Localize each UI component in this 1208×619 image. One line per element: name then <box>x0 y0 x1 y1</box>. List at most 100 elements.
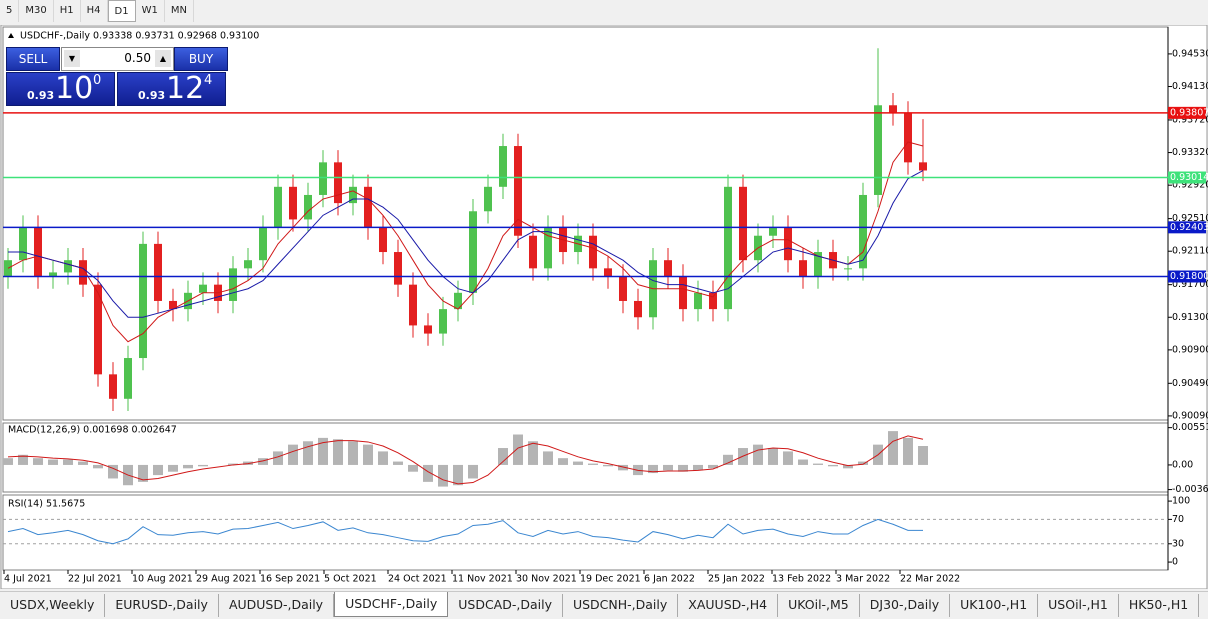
macd-bar <box>468 464 478 479</box>
macd-bar <box>333 439 343 465</box>
lot-down[interactable]: ▼ <box>64 50 80 67</box>
candle-body <box>109 374 117 399</box>
macd-signal <box>7 435 924 485</box>
macd-bar <box>93 464 103 469</box>
candle-body <box>259 227 267 261</box>
price-sup: 4 <box>204 73 213 88</box>
chart-tab[interactable]: UKOil-,M5 <box>778 594 860 617</box>
price-level-label: 0.93014 <box>1170 172 1208 183</box>
candle-body <box>799 260 807 277</box>
price-level-tag <box>1168 106 1206 119</box>
macd-bar <box>453 464 463 486</box>
chart-tab[interactable]: DJ30-,Daily <box>860 594 951 617</box>
chart-tab[interactable]: EURUSD-,Daily <box>105 594 219 617</box>
chart-tab[interactable]: HK50-,H1 <box>1119 594 1200 617</box>
macd-bar <box>903 437 913 465</box>
candle-body <box>454 292 462 310</box>
timeframe-button[interactable]: H4 <box>81 0 108 22</box>
chart: USDCHF-,Daily 0.93338 0.93731 0.92968 0.… <box>0 25 1208 589</box>
y-tick-label: 0.90490 <box>1172 378 1208 389</box>
candle-body <box>814 252 822 277</box>
x-tick-label: 10 Aug 2021 <box>132 574 193 585</box>
macd-bar <box>918 446 928 465</box>
buy-price[interactable]: 0.93 12 4 <box>117 71 226 106</box>
lot-value: 0.50 <box>124 51 151 65</box>
candle-body <box>664 260 672 277</box>
timeframe-button[interactable]: W1 <box>136 0 165 22</box>
sell-price[interactable]: 0.93 10 0 <box>6 71 115 106</box>
x-tick-label: 16 Sep 2021 <box>260 574 320 585</box>
x-tick-label: 30 Nov 2021 <box>516 574 577 585</box>
buy-button[interactable]: BUY <box>174 47 228 71</box>
candle-body <box>289 186 297 220</box>
candle-body <box>349 186 357 204</box>
candle-body <box>544 227 552 269</box>
y-tick-label: 0.00 <box>1172 459 1193 470</box>
candle-body <box>514 146 522 236</box>
lot-up[interactable]: ▲ <box>155 50 171 67</box>
x-tick-label: 3 Mar 2022 <box>836 574 890 585</box>
timeframe-button[interactable]: D1 <box>107 0 136 22</box>
macd-bar <box>318 437 328 465</box>
candle-body <box>679 276 687 310</box>
macd-bar <box>618 464 628 471</box>
timeframe-button[interactable]: MN <box>165 0 194 22</box>
x-tick-label: 25 Jan 2022 <box>708 574 765 585</box>
price-level-label: 0.91800 <box>1170 271 1208 282</box>
candle-body <box>859 194 867 269</box>
macd-bar <box>168 464 178 472</box>
candle-body <box>844 268 852 270</box>
chart-tab[interactable]: USDCHF-,Daily <box>334 592 449 617</box>
macd-bar <box>603 464 613 467</box>
y-tick-label: 0.92110 <box>1172 246 1208 257</box>
macd-bar <box>33 458 43 465</box>
macd-bar <box>723 454 733 465</box>
chart-tab[interactable]: USDCNH-,Daily <box>563 594 679 617</box>
lot-box[interactable]: ▼ 0.50 ▲ <box>61 47 174 71</box>
x-tick-label: 13 Feb 2022 <box>772 574 831 585</box>
chart-tab[interactable]: USDX,Weekly <box>0 594 106 617</box>
macd-bar <box>678 464 688 472</box>
candle-body <box>124 358 132 399</box>
y-tick-label: 0.94530 <box>1172 48 1208 59</box>
macd-bar <box>258 458 268 465</box>
candle-body <box>34 227 42 277</box>
one-click-trading: SELL ▼ 0.50 ▲ BUY 0.93 10 0 0.93 12 4 <box>6 47 228 106</box>
macd-bar <box>858 461 868 465</box>
candle-body <box>709 292 717 310</box>
candle-body <box>874 105 882 195</box>
x-tick-label: 29 Aug 2021 <box>196 574 257 585</box>
chart-tabs: USDX,Weekly EURUSD-,Daily AUDUSD-,Daily USD… <box>0 591 1208 619</box>
price-level-label: 0.92403 <box>1170 222 1208 233</box>
macd-bar <box>843 464 853 469</box>
x-tick-label: 11 Nov 2021 <box>452 574 513 585</box>
candle-body <box>79 260 87 285</box>
timeframe-button[interactable]: 5 <box>0 0 20 22</box>
candle-body <box>139 243 147 359</box>
x-tick-label: 22 Mar 2022 <box>900 574 960 585</box>
macd-bar <box>513 434 523 465</box>
macd-bar <box>138 464 148 482</box>
candle-body <box>94 284 102 375</box>
y-tick-label: 0.93320 <box>1172 147 1208 158</box>
chart-tab[interactable]: UK100-,H1 <box>950 594 1039 617</box>
macd-bar <box>753 444 763 465</box>
chart-tab[interactable]: USOil-,H1 <box>1038 594 1119 617</box>
macd-bar <box>348 441 358 465</box>
macd-bar <box>198 464 208 467</box>
chart-tab[interactable]: USDCAD-,Daily <box>448 594 563 617</box>
macd-bar <box>48 459 58 465</box>
candle-body <box>499 146 507 187</box>
candle-body <box>274 186 282 228</box>
timeframe-button[interactable]: H1 <box>54 0 81 22</box>
chart-header: USDCHF-,Daily 0.93338 0.93731 0.92968 0.… <box>20 31 259 42</box>
chart-tab[interactable]: AUDUSD-,Daily <box>219 594 335 617</box>
sell-button[interactable]: SELL <box>6 47 60 71</box>
timeframe-button[interactable]: M30 <box>19 0 54 22</box>
chart-tab[interactable]: XAUUSD-,H4 <box>678 594 779 617</box>
price-level-tag <box>1168 171 1206 184</box>
macd-bar <box>288 444 298 465</box>
macd-bar <box>498 448 508 465</box>
y-tick-label: 0.005514 <box>1172 422 1208 433</box>
rsi-line <box>7 518 923 545</box>
